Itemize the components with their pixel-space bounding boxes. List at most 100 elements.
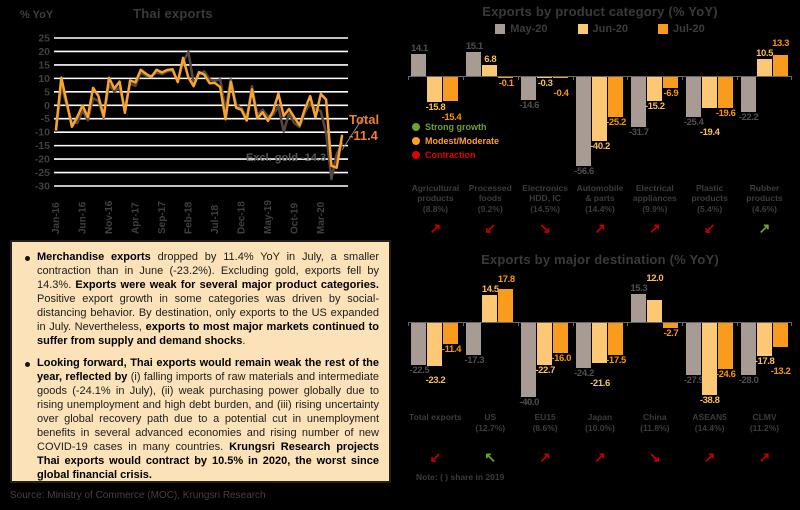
category-share: (8.8%) — [422, 204, 448, 215]
bar-May-20 — [630, 293, 646, 322]
category-share: (14.5%) — [530, 204, 560, 215]
category-share: (9.9%) — [642, 204, 668, 215]
axis-tick — [791, 76, 792, 80]
category-share: (8.6%) — [532, 423, 558, 434]
bold-text: Krungsri Research projects Thai exports … — [37, 440, 379, 481]
trend-arrow-up: ↗ — [758, 220, 771, 236]
bar-Jun-20 — [701, 77, 717, 108]
axis-tick — [408, 322, 409, 326]
bar-Jul-20 — [443, 77, 459, 102]
axis-tick — [737, 322, 739, 326]
bar-value-label: -0.1 — [498, 78, 514, 89]
bar-value-label: -19.4 — [699, 127, 720, 139]
category-share: (14.4%) — [585, 204, 615, 215]
bar-value-label: 17.8 — [497, 274, 515, 286]
bullet-text: Looking forward, Thai exports would rema… — [37, 357, 379, 483]
legend-swatch — [495, 24, 506, 34]
bar-May-20 — [685, 323, 701, 375]
bar-value-label: -2.7 — [663, 327, 679, 339]
x-tick-label: Apr-17 — [130, 202, 141, 234]
bullet-text: Merchandise exports dropped by 11.4% YoY… — [37, 251, 379, 349]
y-tick-label: 15 — [38, 59, 50, 71]
bar-Jun-20 — [427, 323, 443, 366]
bar-Jul-20 — [553, 77, 569, 78]
bar-value-label: -17.3 — [464, 355, 485, 366]
axis-tick — [627, 76, 629, 80]
legend-swatch — [657, 24, 668, 34]
category-label: Electronics HDD, IC (14.5%) — [518, 183, 573, 214]
category-share: (4.6%) — [751, 204, 777, 215]
bold-text: Looking forward, Thai exports would rema… — [37, 356, 379, 383]
bar-Jul-20 — [717, 323, 733, 369]
category-name: Electrical appliances — [632, 183, 677, 204]
bold-text: exports to most major markets continued … — [37, 320, 379, 347]
thai-exports-line-chart-panel: Thai exports % YoY 25 20 15 10 5 0 -5 -10 -15 -20-… — [8, 2, 400, 238]
bar-Jun-20 — [592, 77, 607, 141]
callout-line — [341, 115, 365, 151]
bar-value-label: -24.2 — [574, 367, 594, 379]
trend-arrow-down-left: ↙ — [484, 220, 497, 236]
y-tick-label: 10 — [38, 73, 50, 85]
bar-value-label: -0.4 — [553, 88, 569, 99]
bar-value-label: -0.3 — [537, 78, 553, 89]
bar-value-label: -11.4 — [441, 344, 462, 356]
line-chart-title: Thai exports — [133, 6, 213, 21]
legend-label: May-20 — [510, 23, 548, 35]
y-tick-label: 5 — [44, 86, 50, 98]
bar-value-label: -22.7 — [535, 364, 555, 376]
category-name: CLMV — [752, 412, 777, 422]
axis-tick — [682, 76, 684, 80]
bar-value-label: -14.6 — [519, 100, 539, 112]
status-legend-item: Contraction — [412, 150, 499, 160]
bar-Jun-20 — [701, 323, 717, 395]
product-trend-arrows: ↗ ↙ ↘ ↗ ↗ ↙ ↗ — [408, 221, 792, 235]
body-text: . — [242, 334, 246, 347]
y-tick-label: -10 — [35, 127, 50, 139]
category-share: (9.2%) — [477, 204, 503, 215]
bar-May-20 — [411, 323, 427, 365]
bar-value-label: 14.5 — [481, 284, 499, 296]
bar-Jul-20 — [717, 77, 733, 108]
bar-value-label: -28.0 — [738, 374, 759, 386]
bar-May-20 — [411, 53, 427, 76]
bar-value-label: -56.6 — [574, 166, 594, 178]
category-name: ASEAN5 — [692, 412, 727, 422]
legend-item-may-20: May-20 — [495, 23, 548, 35]
bar-value-label: -38.8 — [699, 394, 720, 406]
axis-tick — [408, 76, 409, 80]
bar-value-label: -24.6 — [715, 368, 736, 380]
x-tick-label: Dec-18 — [236, 201, 247, 234]
x-tick-label: Jun-16 — [77, 201, 88, 234]
category-label: Japan (10.0%) — [573, 412, 628, 433]
bar-value-label: -15.2 — [645, 101, 665, 113]
axis-tick — [737, 76, 739, 80]
category-share: (11.8%) — [640, 423, 670, 434]
bar-Jul-20 — [772, 323, 788, 348]
axis-tick — [462, 76, 464, 80]
legend-swatch — [577, 24, 588, 34]
insight-bullet: Merchandise exports dropped by 11.4% YoY… — [18, 251, 379, 349]
y-tick-label: -15 — [35, 140, 50, 152]
trend-arrow-up-left: ↖ — [484, 449, 497, 465]
bullet-icon — [25, 361, 30, 367]
bar-Jun-20 — [646, 77, 662, 102]
x-tick-label: May-19 — [263, 200, 274, 234]
trend-arrow-down-right: ↘ — [648, 449, 661, 465]
bar-May-20 — [685, 77, 701, 118]
axis-tick — [462, 322, 464, 326]
y-tick-label: -20 — [35, 154, 50, 166]
category-name: Automobile & parts — [576, 183, 624, 204]
category-name: Japan — [587, 412, 613, 422]
bar-Jul-20 — [608, 77, 623, 117]
bar-value-label: -40.2 — [590, 140, 610, 152]
destination-trend-arrows: ↙ ↖ ↗ ↗ ↘ ↗ ↗ — [408, 450, 792, 464]
bar-value-label: -27.9 — [683, 374, 704, 386]
body-text: (i) falling imports of raw materials and… — [37, 370, 379, 453]
destination-chart-panel: Exports by major destination (% YoY) -22… — [402, 244, 798, 488]
y-tick-label: -25 — [35, 167, 50, 179]
category-label: CLMV (11.2%) — [737, 412, 792, 433]
bar-value-label: 15.1 — [465, 41, 483, 53]
category-label: Agricultural products (8.8%) — [408, 183, 463, 214]
product-chart-title: Exports by product category (% YoY) — [482, 4, 718, 19]
status-label: Contraction — [425, 150, 476, 160]
